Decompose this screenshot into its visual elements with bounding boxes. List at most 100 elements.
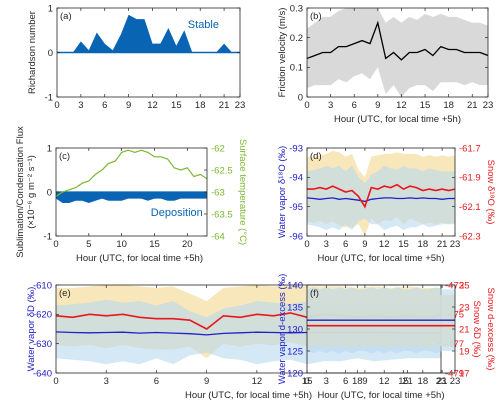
y-right-axis-label: Snow δ¹⁸O (‰) xyxy=(485,160,496,225)
y-tick-label: -95 xyxy=(289,202,303,213)
panel-label: (f) xyxy=(310,288,319,299)
y-tick-label: -94 xyxy=(289,173,303,184)
y-right-tick-label: -479 xyxy=(445,368,464,379)
y-tick-label: -620 xyxy=(33,310,52,321)
x-tick-label: 23 xyxy=(450,239,461,250)
snow-mean-line xyxy=(307,183,455,209)
y-tick-label: 0 xyxy=(47,187,52,198)
y-right-axis-label: Surface temperature (°C) xyxy=(237,139,248,245)
y-tick-label: 0.2 xyxy=(290,33,303,44)
plot-area-d xyxy=(307,150,455,236)
x-tick-label: 12 xyxy=(147,100,158,111)
y-right-tick-label: -473 xyxy=(445,280,464,291)
y-right-tick-label: -61.7 xyxy=(459,143,481,154)
y-axis-units: (×10⁻⁶ g m⁻² s⁻¹) xyxy=(26,155,37,229)
y-tick-label: 130 xyxy=(287,324,303,335)
x-tick-label: 18 xyxy=(352,376,363,387)
x-tick-label: 3 xyxy=(324,239,329,250)
x-tick-label: 21 xyxy=(219,100,230,111)
x-tick-label: 15 xyxy=(420,100,431,111)
x-tick-label: 10 xyxy=(116,239,127,250)
x-tick-label: 23 xyxy=(450,376,461,387)
x-tick-label: 3 xyxy=(324,376,329,387)
panel-c: 0 5 10 15 20-101-64-63.5-63-62.5-62(c)Deposi… xyxy=(15,126,248,264)
panel-label: (b) xyxy=(310,11,322,22)
x-tick-label: 0 xyxy=(304,376,309,387)
y-right-tick-label: 23 xyxy=(459,302,470,313)
x-tick-label: 18 xyxy=(443,100,454,111)
x-tick-label: 23 xyxy=(483,100,494,111)
panel-f: 0 3 6 9 12 15 18 21 231201251301351401719212325(… xyxy=(277,274,496,401)
y-axis-label: Richardson number xyxy=(27,11,38,94)
x-axis-label: Hour (UTC, for local time +5h) xyxy=(318,253,445,264)
y-axis-label: Water vapor d-excess (‰) xyxy=(277,274,288,385)
y-axis-label: Friction velocity (m/s) xyxy=(277,8,288,98)
y-tick-label: -93 xyxy=(289,143,303,154)
x-tick-label: 15 xyxy=(398,376,409,387)
y-axis-label: Water vapor δ¹⁸O (‰) xyxy=(277,146,288,238)
y-right-tick-label: -61.9 xyxy=(459,173,481,184)
x-tick-label: 0 xyxy=(53,376,58,387)
x-tick-label: 3 xyxy=(104,376,109,387)
y-right-tick-label: -62 xyxy=(211,143,225,154)
y-right-tick-label: 19 xyxy=(459,346,470,357)
y-right-tick-label: -62.3 xyxy=(459,231,481,242)
x-tick-label: 12 xyxy=(396,100,407,111)
x-tick-label: 21 xyxy=(437,239,448,250)
y-tick-label: -1 xyxy=(44,231,52,242)
panel-d: 0 3 6 9 12 15 18 21 23 -96 -95 -94 -93 -62.3 -62.1 -61.… xyxy=(277,143,496,264)
y-tick-label: 1 xyxy=(47,143,52,154)
y-tick-label: -1 xyxy=(45,92,53,103)
plot-area-b xyxy=(307,8,488,97)
x-tick-label: 3 xyxy=(328,100,333,111)
x-tick-label: 6 xyxy=(102,100,107,111)
y-right-tick-label: 25 xyxy=(459,280,470,291)
x-axis-label: Hour (UTC, for local time +5h) xyxy=(185,390,312,401)
y-tick-label: -630 xyxy=(33,339,52,350)
x-tick-label: 0 xyxy=(53,239,58,250)
x-tick-label: 18 xyxy=(195,100,206,111)
x-tick-label: 15 xyxy=(302,376,313,387)
x-tick-label: 12 xyxy=(252,376,263,387)
x-tick-label: 9 xyxy=(204,376,209,387)
x-tick-label: 3 xyxy=(78,100,83,111)
x-tick-label: 18 xyxy=(418,239,429,250)
y-tick-label: 140 xyxy=(287,280,303,291)
surface-temperature-line xyxy=(56,149,207,197)
x-tick-label: 6 xyxy=(343,376,348,387)
y-right-tick-label: -64 xyxy=(211,231,225,242)
panel-label: (d) xyxy=(310,151,322,162)
vapor-mean-line xyxy=(307,197,455,203)
y-right-tick-label: -62.5 xyxy=(211,165,233,176)
y-tick-label: 0 xyxy=(48,48,53,59)
x-tick-label: 6 xyxy=(154,376,159,387)
friction-velocity-line xyxy=(307,20,488,61)
y-axis-label: Water vapor δD (‰) xyxy=(26,287,37,372)
y-tick-label: -96 xyxy=(289,231,303,242)
x-tick-label: 6 xyxy=(343,239,348,250)
x-axis-label: Hour (UTC, for local time +5h) xyxy=(76,253,203,264)
y-tick-label: 0.1 xyxy=(290,63,303,74)
y-tick-label: -610 xyxy=(33,280,52,291)
panel-label: (a) xyxy=(60,11,72,22)
y-right-axis-label: Snow d-excess (‰) xyxy=(485,288,496,371)
deposition-annotation: Deposition xyxy=(151,207,203,219)
x-tick-label: 9 xyxy=(362,239,367,250)
x-tick-label: 9 xyxy=(126,100,131,111)
axes-frame xyxy=(306,147,456,237)
y-tick-label: 0.3 xyxy=(290,3,303,14)
y-right-tick-label: 21 xyxy=(459,324,470,335)
x-tick-label: 0 xyxy=(304,239,309,250)
x-tick-label: 18 xyxy=(418,376,429,387)
x-tick-label: 20 xyxy=(182,239,193,250)
x-tick-label: 21 xyxy=(402,376,413,387)
x-axis-label: Hour (UTC, for local time +5h) xyxy=(334,114,461,125)
x-tick-label: 15 xyxy=(171,100,182,111)
x-tick-label: 12 xyxy=(379,376,390,387)
y-tick-label: 135 xyxy=(287,302,303,313)
panel-b: 0 3 6 9 12 15 18 21 23 0 0.1 0.2 0.3 (b) Hour (UTC, fo… xyxy=(277,3,493,125)
y-tick-label: 1 xyxy=(48,3,53,14)
x-tick-label: 23 xyxy=(235,100,246,111)
